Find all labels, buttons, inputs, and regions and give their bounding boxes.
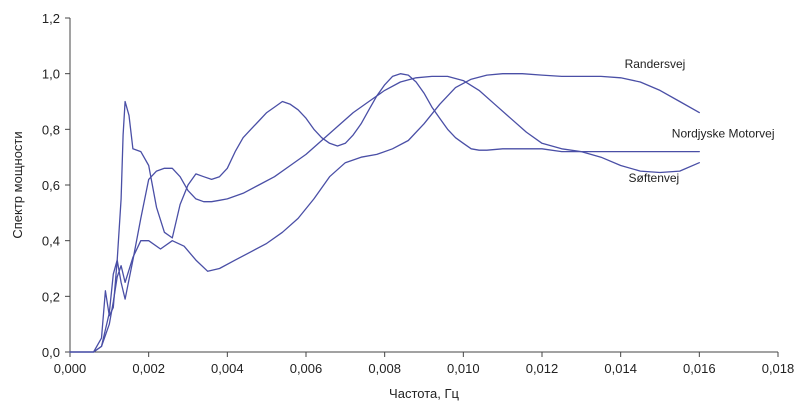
series-label: Søftenvej — [629, 171, 680, 185]
series-label: Randersvej — [625, 57, 686, 71]
x-tick-label: 0,002 — [132, 361, 165, 376]
series-lines — [70, 74, 699, 352]
y-tick-label: 0,2 — [42, 289, 60, 304]
series-labels: Randersvej Nordjyske Motorvej Søftenvej — [625, 57, 775, 185]
series-line-randersvej — [70, 74, 699, 352]
series-line-nordjyske-motorvej — [70, 76, 699, 352]
x-ticks: 0,000 0,002 0,004 0,006 0,008 0,010 0,012 0,014… — [54, 352, 795, 376]
x-tick-label: 0,004 — [211, 361, 244, 376]
x-tick-label: 0,006 — [290, 361, 323, 376]
x-tick-label: 0,018 — [762, 361, 795, 376]
x-tick-label: 0,014 — [604, 361, 637, 376]
y-tick-label: 0,6 — [42, 178, 60, 193]
y-axis-title: Спектр мощности — [10, 131, 25, 238]
y-ticks: 0,0 0,2 0,4 0,6 0,8 1,0 1,2 — [42, 11, 70, 360]
y-tick-label: 1,0 — [42, 67, 60, 82]
y-tick-label: 1,2 — [42, 11, 60, 26]
y-tick-label: 0,0 — [42, 345, 60, 360]
x-tick-label: 0,012 — [526, 361, 559, 376]
x-tick-label: 0,010 — [447, 361, 480, 376]
x-tick-label: 0,008 — [368, 361, 401, 376]
series-label: Nordjyske Motorvej — [672, 127, 775, 141]
y-tick-label: 0,8 — [42, 122, 60, 137]
x-tick-label: 0,016 — [683, 361, 716, 376]
series-line-s-ftenvej — [70, 74, 699, 352]
y-tick-label: 0,4 — [42, 234, 60, 249]
x-tick-label: 0,000 — [54, 361, 87, 376]
x-axis-title: Частота, Гц — [389, 386, 459, 401]
